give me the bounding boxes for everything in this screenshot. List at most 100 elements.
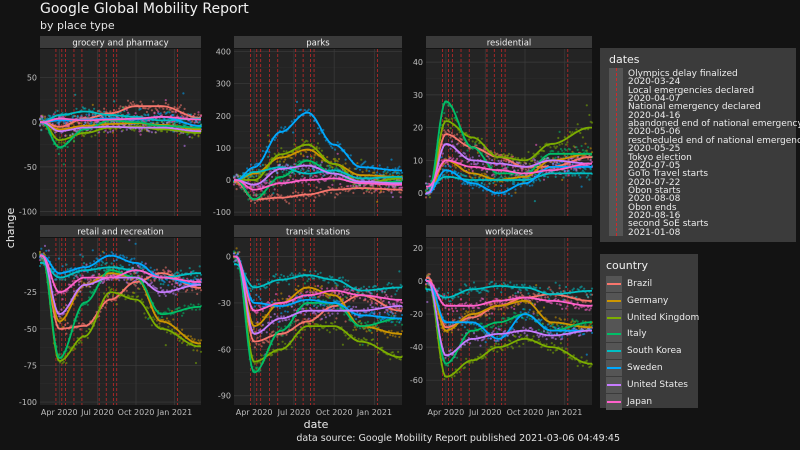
data-point — [60, 317, 63, 320]
data-point — [377, 351, 380, 354]
y-tick-label: 100 — [216, 144, 231, 153]
data-point — [60, 141, 63, 144]
data-point — [302, 155, 305, 158]
data-point — [364, 160, 367, 163]
data-point — [256, 179, 259, 183]
data-point — [172, 279, 175, 282]
data-point — [323, 193, 326, 196]
y-tick-label: -100 — [19, 208, 37, 217]
data-point — [86, 278, 89, 281]
data-point — [259, 361, 262, 364]
data-point — [54, 111, 57, 114]
data-point — [446, 129, 450, 132]
trend-line-sweden — [426, 166, 592, 195]
data-point — [299, 169, 302, 172]
data-point — [267, 134, 270, 137]
data-point — [539, 145, 542, 149]
y-tick-label: 50 — [27, 74, 37, 83]
data-point — [580, 144, 583, 148]
data-point — [145, 110, 148, 114]
data-point — [323, 279, 326, 282]
data-point — [65, 304, 68, 307]
data-point — [125, 281, 128, 284]
data-point — [178, 306, 181, 309]
data-point — [389, 333, 392, 337]
data-point — [395, 172, 398, 175]
data-point — [313, 169, 316, 172]
data-point — [305, 151, 308, 154]
data-point — [398, 165, 401, 168]
data-point — [450, 140, 453, 143]
trend-line-italy — [40, 254, 201, 359]
y-tick-label: -50 — [24, 163, 37, 172]
data-point — [85, 330, 88, 333]
data-point — [328, 186, 331, 189]
data-point — [137, 295, 140, 298]
data-point — [286, 275, 289, 278]
data-point — [563, 170, 566, 173]
data-point — [276, 350, 279, 353]
data-point — [197, 339, 200, 342]
data-point — [475, 184, 478, 187]
data-point — [297, 319, 300, 322]
data-point — [103, 269, 106, 272]
data-point — [66, 145, 69, 149]
data-point — [352, 191, 355, 194]
data-point — [134, 271, 137, 274]
data-point — [561, 178, 564, 181]
data-point — [113, 259, 116, 262]
data-point — [199, 114, 203, 118]
data-point — [343, 313, 346, 316]
data-point — [128, 113, 131, 116]
data-point — [528, 184, 531, 187]
data-point — [323, 313, 326, 316]
data-point — [163, 270, 166, 273]
data-point — [194, 308, 198, 311]
data-point — [152, 316, 155, 319]
data-point — [373, 171, 376, 174]
y-tick-label: 10 — [413, 156, 423, 165]
data-point — [587, 157, 590, 160]
data-point — [120, 130, 123, 133]
data-point — [90, 121, 93, 124]
data-point — [114, 299, 117, 302]
data-point — [528, 162, 531, 165]
data-point — [340, 185, 343, 189]
data-point — [234, 175, 237, 178]
data-point — [349, 154, 352, 157]
y-tick-label: 0 — [226, 176, 231, 185]
data-point — [513, 183, 516, 186]
data-point — [566, 141, 569, 144]
data-point — [514, 174, 517, 177]
data-point — [334, 320, 337, 324]
data-point — [299, 336, 302, 339]
data-point — [80, 341, 83, 344]
data-point — [494, 153, 498, 156]
data-point — [70, 267, 73, 270]
data-point — [75, 107, 78, 110]
data-point — [150, 281, 153, 284]
data-point — [347, 279, 350, 282]
data-point — [106, 274, 109, 277]
data-point — [144, 107, 147, 110]
data-point — [370, 331, 373, 334]
data-point — [186, 288, 189, 292]
data-point — [307, 169, 310, 173]
data-point — [344, 295, 347, 298]
data-point — [168, 111, 171, 114]
data-point — [133, 291, 136, 295]
data-point — [91, 290, 94, 294]
data-point — [94, 134, 97, 137]
data-point — [507, 192, 511, 195]
data-point — [280, 327, 283, 330]
data-point — [263, 341, 266, 344]
data-point — [484, 153, 487, 156]
data-point — [183, 107, 186, 110]
trend-line-italy — [426, 100, 592, 194]
data-point — [463, 183, 466, 186]
data-point — [98, 109, 101, 112]
data-point — [123, 278, 126, 281]
data-point — [198, 120, 201, 123]
data-point — [172, 318, 175, 321]
data-point — [100, 264, 103, 267]
